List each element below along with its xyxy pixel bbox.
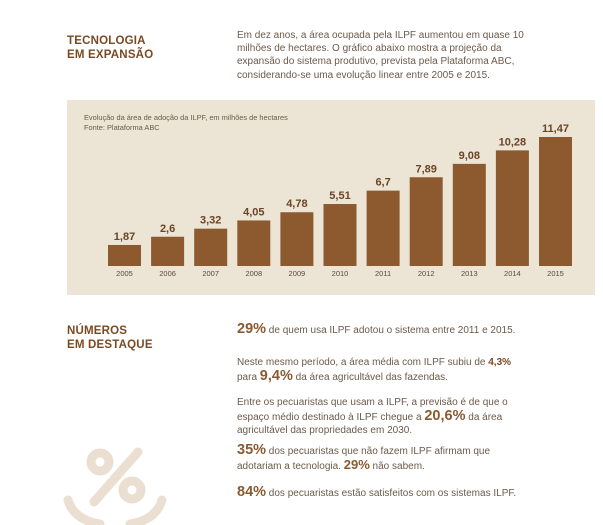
stat-highlight: 20,6% [424, 407, 466, 424]
stat-text: Neste mesmo período, a área média com IL… [237, 357, 489, 368]
stat-text: para [237, 371, 260, 383]
chart-value-label: 4,78 [286, 198, 307, 210]
stat-item: Neste mesmo período, a área média com IL… [237, 357, 537, 385]
chart-bar [323, 204, 357, 266]
section-title-line: NÚMEROS [67, 325, 128, 337]
stat-item: 84% dos pecuaristas estão satisfeitos co… [237, 484, 537, 501]
stat-highlight: 9,4% [259, 367, 293, 384]
stat-item: 29% de quem usa ILPF adotou o sistema en… [237, 321, 537, 338]
stat-text: não sabem. [369, 460, 425, 472]
section-title-line: EM EXPANSÃO [67, 49, 154, 61]
chart-value-label: 5,51 [329, 190, 350, 202]
chart-bar [366, 190, 400, 266]
percent-hand-icon [63, 447, 167, 525]
section-title-line: TECNOLOGIA [67, 35, 146, 47]
chart-value-label: 6,7 [375, 177, 390, 189]
chart-title: Evolução da área de adoção da ILPF, em m… [84, 113, 288, 122]
chart-x-tick-label: 2010 [332, 269, 349, 278]
section-title-numbers: NÚMEROS EM DESTAQUE [67, 324, 153, 352]
chart-x-tick-label: 2015 [547, 269, 564, 278]
chart-value-label: 2,6 [160, 223, 175, 235]
chart-x-tick-label: 2013 [461, 269, 478, 278]
chart-source: Fonte: Plataforma ABC [84, 122, 160, 132]
stat-text: dos pecuaristas estão satisfeitos com os… [266, 488, 517, 499]
stat-highlight: 84% [237, 484, 267, 500]
stat-text: Entre os pecuaristas que usam a ILPF, a … [237, 397, 508, 423]
chart-caption: Evolução da área de adoção da ILPF, em m… [84, 113, 288, 132]
stat-highlight: 29% [237, 321, 267, 337]
chart-bar [495, 150, 529, 266]
chart-bar [539, 137, 572, 266]
chart-value-label: 3,32 [200, 215, 221, 227]
chart-bar [237, 220, 271, 266]
chart-value-label: 11,47 [542, 123, 569, 135]
stat-item: Entre os pecuaristas que usam a ILPF, a … [237, 397, 537, 437]
chart-x-tick-label: 2011 [375, 269, 391, 278]
intro-paragraph: Em dez anos, a área ocupada pela ILPF au… [237, 30, 524, 81]
section-title-line: EM DESTAQUE [67, 339, 153, 351]
chart-value-label: 1,87 [114, 231, 135, 243]
chart-value-label: 4,05 [243, 206, 264, 218]
chart-value-label: 9,08 [459, 150, 480, 162]
chart-x-tick-label: 2012 [418, 269, 435, 278]
chart-bar [108, 244, 141, 266]
chart-x-tick-label: 2008 [245, 269, 262, 278]
chart-bar [409, 177, 443, 266]
chart-bar [151, 236, 185, 266]
chart-bar [452, 163, 486, 266]
stat-highlight: 29% [343, 456, 370, 472]
section-title-technology: TECNOLOGIA EM EXPANSÃO [67, 34, 153, 62]
stat-text: de quem usa ILPF adotou o sistema entre … [266, 325, 516, 336]
chart-x-tick-label: 2009 [289, 269, 306, 278]
bar-chart: 1,87 2005 2,6 2006 3,32 2007 4,05 2008 4,78 2009 5… [108, 123, 572, 278]
stat-highlight: 35% [237, 442, 267, 458]
chart-bar [194, 228, 228, 266]
chart-bar [280, 212, 314, 266]
stat-highlight-small: 4,3% [488, 357, 512, 368]
chart-x-tick-label: 2005 [116, 269, 133, 278]
chart-value-label: 10,28 [499, 136, 527, 148]
chart-x-tick-label: 2014 [504, 269, 521, 278]
stat-text: da área agricultável das propriedades em… [237, 411, 503, 436]
stat-text: dos pecuaristas que não fazem ILPF afirm… [237, 446, 491, 472]
chart-x-tick-label: 2007 [202, 269, 219, 278]
stat-text: da área agricultável das fazendas. [292, 371, 448, 383]
stat-item: 35% dos pecuaristas que não fazem ILPF a… [237, 442, 537, 474]
chart-x-tick-label: 2006 [159, 269, 176, 278]
chart-value-label: 7,89 [415, 163, 436, 175]
